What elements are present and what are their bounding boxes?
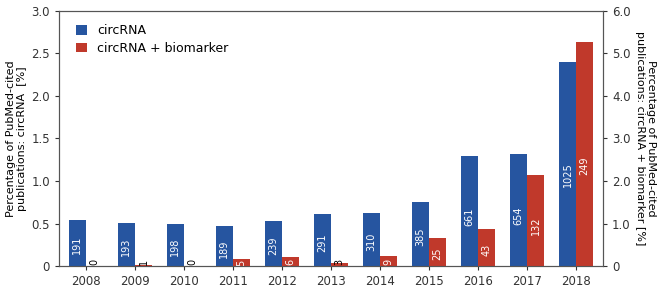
Text: 191: 191 — [72, 236, 82, 255]
Legend: circRNA, circRNA + biomarker: circRNA, circRNA + biomarker — [71, 19, 233, 60]
Bar — [576, 42, 593, 266]
Text: 310: 310 — [367, 233, 377, 251]
Bar — [331, 263, 348, 266]
Text: 3: 3 — [334, 259, 345, 265]
Bar — [478, 229, 495, 266]
Text: 25: 25 — [432, 248, 443, 260]
Text: 6: 6 — [285, 259, 295, 265]
Text: 0: 0 — [187, 259, 197, 265]
Bar — [559, 62, 576, 266]
Y-axis label: Percentage of PubMed-cited
publications: circRNA + biomarker [%]: Percentage of PubMed-cited publications:… — [635, 31, 657, 246]
Bar — [233, 259, 250, 266]
Bar — [282, 257, 299, 266]
Y-axis label: Percentage of PubMed-cited
publications: circRNA  [%]: Percentage of PubMed-cited publications:… — [5, 60, 27, 217]
Text: 661: 661 — [465, 208, 475, 226]
Text: 239: 239 — [268, 237, 279, 255]
Bar — [412, 202, 429, 266]
Text: 189: 189 — [219, 239, 230, 258]
Bar — [314, 214, 331, 266]
Text: 9: 9 — [383, 259, 394, 265]
Bar — [135, 265, 152, 266]
Bar — [265, 221, 282, 266]
Text: 249: 249 — [580, 156, 590, 175]
Text: 193: 193 — [121, 238, 131, 256]
Text: 132: 132 — [531, 216, 541, 235]
Text: 654: 654 — [514, 206, 524, 225]
Bar — [429, 238, 446, 266]
Bar — [510, 154, 527, 266]
Text: 1025: 1025 — [563, 162, 573, 187]
Bar — [363, 213, 380, 266]
Bar — [527, 175, 544, 266]
Text: 5: 5 — [236, 260, 246, 266]
Text: 1: 1 — [138, 259, 148, 265]
Bar — [216, 226, 233, 266]
Bar — [118, 223, 135, 266]
Text: 385: 385 — [416, 228, 426, 246]
Text: 43: 43 — [482, 243, 492, 256]
Bar — [167, 224, 184, 266]
Text: 0: 0 — [89, 259, 99, 265]
Bar — [461, 156, 478, 266]
Bar — [69, 220, 86, 266]
Text: 291: 291 — [317, 234, 328, 252]
Bar — [380, 256, 397, 266]
Text: 198: 198 — [170, 238, 180, 256]
